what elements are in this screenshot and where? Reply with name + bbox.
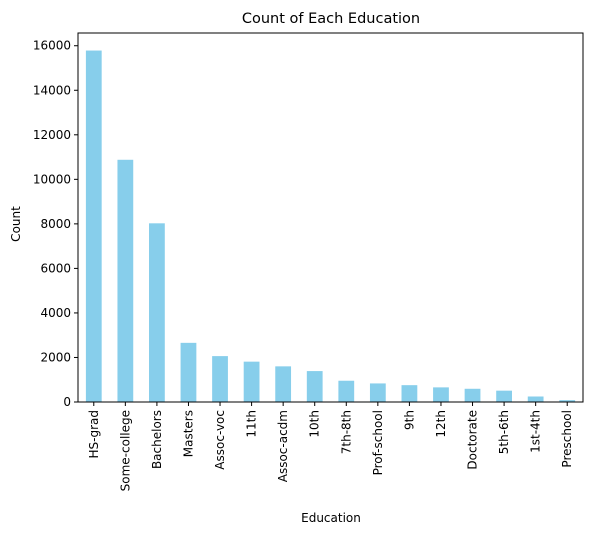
x-tick-label-assoc-voc: Assoc-voc	[213, 410, 227, 470]
x-tick-label-doctorate: Doctorate	[466, 410, 480, 470]
y-tick-label: 12000	[33, 128, 71, 142]
x-tick-label-1st-4th: 1st-4th	[529, 410, 543, 453]
x-tick-label-some-college: Some-college	[118, 410, 132, 491]
bar-masters	[180, 342, 197, 402]
y-tick-label: 14000	[33, 83, 71, 97]
x-tick-label-masters: Masters	[181, 410, 195, 457]
y-tick-label: 4000	[40, 306, 71, 320]
x-tick-label-12th: 12th	[434, 410, 448, 438]
x-tick-label-5th-6th: 5th-6th	[497, 410, 511, 454]
bar-hs-grad	[85, 50, 102, 402]
chart-title: Count of Each Education	[242, 11, 420, 27]
bar-some-college	[117, 159, 134, 402]
y-axis-ticks: 0 2000 4000 6000 8000 10000 12000 14000 16000	[33, 39, 78, 409]
bar-assoc-voc	[212, 356, 228, 402]
y-tick-label: 0	[63, 395, 71, 409]
x-tick-label-10th: 10th	[308, 410, 322, 438]
x-axis-title: Education	[301, 511, 361, 525]
x-tick-label-prof-school: Prof-school	[371, 410, 385, 475]
x-tick-label-hs-grad: HS-grad	[87, 410, 101, 459]
bar-prof-school	[369, 383, 386, 402]
x-tick-label-preschool: Preschool	[560, 410, 574, 468]
x-tick-label-bachelors: Bachelors	[150, 410, 164, 469]
bar-7th-8th	[338, 380, 355, 402]
bar-preschool	[559, 400, 576, 402]
bar-bachelors	[149, 223, 165, 402]
bars-group	[85, 50, 576, 402]
bar-10th	[306, 371, 323, 402]
bar-9th	[401, 385, 418, 402]
x-tick-label-9th: 9th	[402, 410, 416, 430]
x-tick-label-11th: 11th	[245, 410, 259, 438]
y-tick-label: 6000	[40, 261, 71, 275]
y-tick-label: 16000	[33, 39, 71, 53]
y-tick-label: 2000	[40, 350, 71, 364]
y-tick-label: 10000	[33, 172, 71, 186]
bar-12th	[433, 387, 449, 402]
bar-1st-4th	[527, 396, 544, 402]
y-axis-title: Count	[9, 206, 23, 242]
bar-5th-6th	[496, 390, 512, 402]
plot-frame	[77, 32, 584, 403]
bar-assoc-acdm	[275, 366, 292, 402]
y-tick-label: 8000	[40, 217, 71, 231]
bar-11th	[243, 361, 260, 402]
x-tick-label-assoc-acdm: Assoc-acdm	[276, 410, 290, 482]
x-tick-label-7th-8th: 7th-8th	[339, 410, 353, 454]
x-axis-ticks: HS-grad Some-college Bachelors Masters Assoc…	[87, 402, 574, 491]
bar-doctorate	[464, 388, 481, 402]
